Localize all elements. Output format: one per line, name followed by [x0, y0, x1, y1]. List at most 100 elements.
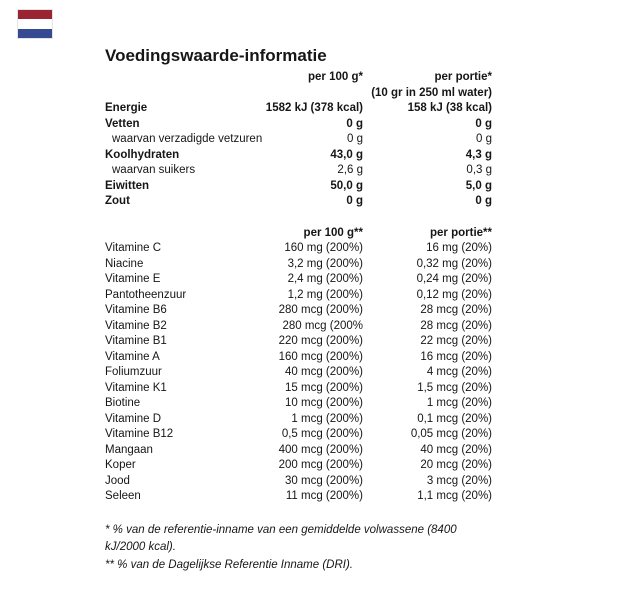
macro-header-row: per 100 g* per portie* — [105, 70, 492, 86]
per-100g-value: 0 g — [347, 133, 363, 145]
vitamin-label: Pantotheenzuur — [105, 288, 187, 301]
per-100g-value: 160 mg (200%) — [284, 242, 363, 254]
footnote-dri: ** % van de Dagelijkse Referentie Inname… — [105, 558, 354, 571]
per-portie-value: 20 mcg (20%) — [420, 459, 492, 471]
vitamin-label: Vitamine K1 — [105, 381, 167, 394]
nutrient-row: Vetten 0 g 0 g — [105, 117, 492, 133]
per-portie-value: 1 mcg (20%) — [426, 397, 492, 409]
vitamin-row: Vitamine B12 0,5 mcg (200%) 0,05 mcg (20… — [105, 427, 492, 443]
per-100g-value: 11 mcg (200%) — [285, 490, 363, 502]
col-header-per-portie-dri: per portie** — [430, 226, 492, 239]
per-portie-value: 1,5 mcg (20%) — [417, 381, 492, 394]
per-portie-value: 3 mcg (20%) — [426, 474, 492, 487]
vitamin-label: Vitamine B12 — [105, 428, 174, 440]
col-header-per-100g: per 100 g* — [308, 71, 363, 83]
nutrient-label: Zout — [105, 195, 130, 207]
vitamin-label: Biotine — [105, 397, 141, 409]
per-portie-value: 40 mcg (20%) — [420, 443, 492, 456]
vitamin-row: Pantotheenzuur 1,2 mg (200%) 0,12 mg (20… — [105, 288, 492, 304]
per-100g-value: 43,0 g — [330, 148, 363, 161]
per-portie-value: 16 mg (20%) — [426, 242, 492, 254]
per-portie-value: 4,3 g — [465, 148, 492, 161]
per-portie-value: 0,12 mg (20%) — [416, 288, 492, 301]
nutrient-label: Koolhydraten — [105, 148, 180, 161]
per-portie-value: 5,0 g — [465, 179, 492, 192]
nutrient-row: Eiwitten 50,0 g 5,0 g — [105, 179, 492, 195]
vitamin-row: Vitamine B6 280 mcg (200%) 28 mcg (20%) — [105, 303, 492, 319]
vitamin-label: Vitamine B6 — [105, 304, 167, 316]
vitamin-row: Seleen 11 mcg (200%) 1,1 mcg (20%) — [105, 489, 492, 505]
per-portie-value: 4 mcg (20%) — [426, 366, 492, 378]
vitamin-label: Mangaan — [105, 443, 153, 456]
per-100g-value: 280 mcg (200% — [282, 319, 363, 332]
vitamin-label: Jood — [105, 474, 130, 487]
vitamin-label: Vitamine C — [105, 242, 162, 254]
per-portie-value: 0 g — [476, 133, 492, 145]
per-100g-value: 280 mcg (200%) — [278, 304, 363, 316]
per-100g-value: 2,6 g — [337, 164, 363, 176]
vitamin-row: Vitamine B2 280 mcg (200% 28 mcg (20%) — [105, 319, 492, 335]
vitamin-row: Vitamine B1 220 mcg (200%) 22 mcg (20%) — [105, 334, 492, 350]
vitamin-label: Vitamine E — [105, 273, 161, 285]
footnotes: * % van de referentie-inname van een gem… — [105, 522, 492, 575]
vitamin-row: Mangaan 400 mcg (200%) 40 mcg (20%) — [105, 443, 492, 459]
per-portie-value: 22 mcg (20%) — [420, 335, 492, 347]
per-100g-value: 0,5 mcg (200%) — [281, 428, 363, 440]
col-header-per-100g-dri: per 100 g** — [303, 226, 363, 239]
nutrient-row: waarvan suikers 2,6 g 0,3 g — [105, 163, 492, 179]
per-portie-value: 0,1 mcg (20%) — [417, 412, 492, 425]
macro-header-empty — [105, 70, 255, 86]
vitamin-row: Niacine 3,2 mg (200%) 0,32 mg (20%) — [105, 257, 492, 273]
per-100g-value: 160 mcg (200%) — [278, 350, 363, 363]
vitamin-label: Foliumzuur — [105, 366, 162, 378]
per-100g-value: 0 g — [346, 195, 363, 207]
nutrient-row: Zout 0 g 0 g — [105, 194, 492, 210]
vitamin-row: Vitamine A 160 mcg (200%) 16 mcg (20%) — [105, 350, 492, 366]
flag-stripe-blue — [18, 28, 52, 38]
vitamin-label: Niacine — [105, 257, 144, 270]
vitamin-label: Vitamine A — [105, 350, 160, 363]
per-portie-value: 0,32 mg (20%) — [416, 257, 492, 270]
nutrient-row: waarvan verzadigde vetzuren 0 g 0 g — [105, 132, 492, 148]
flag-stripe-red — [18, 10, 52, 20]
per-100g-value: 400 mcg (200%) — [278, 443, 363, 456]
per-100g-value: 1,2 mg (200%) — [287, 288, 363, 301]
vitamin-header-empty — [105, 226, 255, 242]
per-100g-value: 50,0 g — [330, 179, 363, 192]
per-portie-value: 0 g — [475, 117, 492, 130]
per-100g-value: 2,4 mg (200%) — [287, 273, 363, 285]
vitamin-label: Vitamine D — [105, 412, 162, 425]
per-100g-value: 200 mcg (200%) — [278, 459, 363, 471]
vitamin-table: per 100 g** per portie** Vitamine C 160 … — [105, 226, 492, 505]
per-100g-value: 40 mcg (200%) — [285, 366, 363, 378]
nutrient-row: Koolhydraten 43,0 g 4,3 g — [105, 148, 492, 164]
vitamin-row: Vitamine C 160 mg (200%) 16 mg (20%) — [105, 241, 492, 257]
per-100g-value: 0 g — [346, 117, 363, 130]
nutrient-label: waarvan suikers — [112, 164, 196, 176]
nutrient-label: waarvan verzadigde vetzuren — [112, 133, 263, 145]
per-100g-value: 3,2 mg (200%) — [287, 257, 363, 270]
col-subheader-portion-size: (10 gr in 250 ml water) — [371, 86, 492, 99]
per-portie-value: 0,24 mg (20%) — [416, 273, 492, 285]
per-100g-value: 1582 kJ (378 kcal) — [265, 102, 363, 114]
footnote-reference-intake: * % van de referentie-inname van een gem… — [105, 523, 457, 554]
vitamin-row: Foliumzuur 40 mcg (200%) 4 mcg (20%) — [105, 365, 492, 381]
vitamin-label: Vitamine B1 — [105, 335, 167, 347]
macro-table: per 100 g* per portie* (10 gr in 250 ml … — [105, 70, 492, 210]
per-100g-value: 1 mcg (200%) — [291, 412, 363, 425]
vitamin-row: Vitamine D 1 mcg (200%) 0,1 mcg (20%) — [105, 412, 492, 428]
vitamin-row: Koper 200 mcg (200%) 20 mcg (20%) — [105, 458, 492, 474]
macro-subheader-row: (10 gr in 250 ml water) — [105, 86, 492, 102]
page-title: Voedingswaarde-informatie — [105, 46, 327, 65]
nutrient-label: Vetten — [105, 117, 140, 130]
per-100g-value: 10 mcg (200%) — [285, 397, 363, 409]
vitamin-header-row: per 100 g** per portie** — [105, 226, 492, 242]
vitamin-label: Vitamine B2 — [105, 319, 167, 332]
nutrition-panel: Voedingswaarde-informatie per 100 g* per… — [105, 46, 492, 574]
col-header-per-portie: per portie* — [434, 71, 492, 83]
per-portie-value: 16 mcg (20%) — [420, 350, 492, 363]
per-portie-value: 0,05 mcg (20%) — [410, 428, 492, 440]
per-100g-value: 15 mcg (200%) — [285, 381, 363, 394]
vitamin-row: Jood 30 mcg (200%) 3 mcg (20%) — [105, 474, 492, 490]
per-portie-value: 1,1 mcg (20%) — [417, 490, 492, 502]
